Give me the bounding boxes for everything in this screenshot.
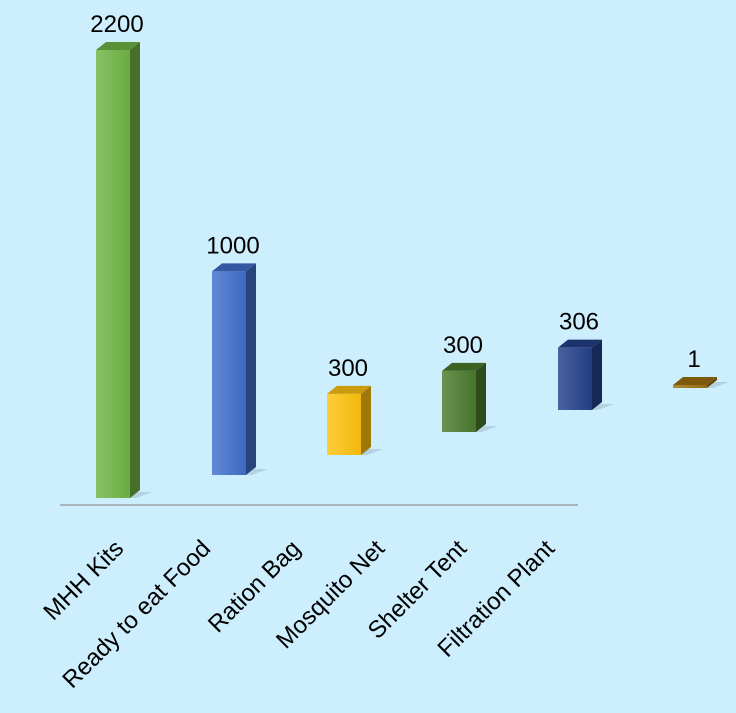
bar-ration-bag bbox=[327, 385, 383, 455]
bar-front-ration-bag bbox=[327, 393, 361, 455]
bar-filtration-plant bbox=[673, 377, 729, 388]
bar-side-mhh-kits bbox=[130, 42, 140, 498]
data-label-mosquito-net: 300 bbox=[443, 332, 483, 359]
bars-layer bbox=[96, 42, 729, 498]
bar-top-filtration-plant bbox=[673, 377, 717, 385]
bar-top-mosquito-net bbox=[442, 362, 486, 371]
bar-mosquito-net bbox=[442, 362, 498, 432]
data-label-shelter-tent: 306 bbox=[559, 309, 599, 336]
bar-side-ration-bag bbox=[361, 385, 371, 455]
data-label-ration-bag: 300 bbox=[328, 355, 368, 382]
bar-front-mhh-kits bbox=[96, 50, 130, 498]
bar-side-shelter-tent bbox=[592, 339, 602, 410]
data-label-ready-to-eat-food: 1000 bbox=[206, 232, 259, 259]
data-label-mhh-kits: 2200 bbox=[90, 11, 143, 38]
bar-front-filtration-plant bbox=[673, 385, 707, 388]
bar-front-ready-to-eat-food bbox=[212, 271, 246, 475]
bar-front-shelter-tent bbox=[558, 347, 592, 410]
category-label-mhh-kits: MHH Kits bbox=[38, 535, 129, 626]
bar-top-mhh-kits bbox=[96, 42, 140, 50]
category-label-ready-to-eat-food: Ready to eat Food bbox=[57, 535, 216, 694]
data-label-filtration-plant: 1 bbox=[687, 346, 700, 373]
bar-side-ready-to-eat-food bbox=[246, 263, 256, 475]
bar-mhh-kits bbox=[96, 42, 152, 498]
bar-side-filtration-plant bbox=[707, 377, 717, 388]
bar-side-mosquito-net bbox=[476, 362, 486, 432]
bar-top-shelter-tent bbox=[558, 339, 602, 348]
data-labels-layer: 2200 1000 300 300 306 1 bbox=[90, 11, 700, 382]
bar-top-ration-bag bbox=[327, 385, 371, 394]
bar-shelter-tent bbox=[558, 339, 614, 410]
bar-ready-to-eat-food bbox=[212, 263, 268, 475]
bar-top-ready-to-eat-food bbox=[212, 263, 256, 272]
bar-front-mosquito-net bbox=[442, 370, 476, 432]
